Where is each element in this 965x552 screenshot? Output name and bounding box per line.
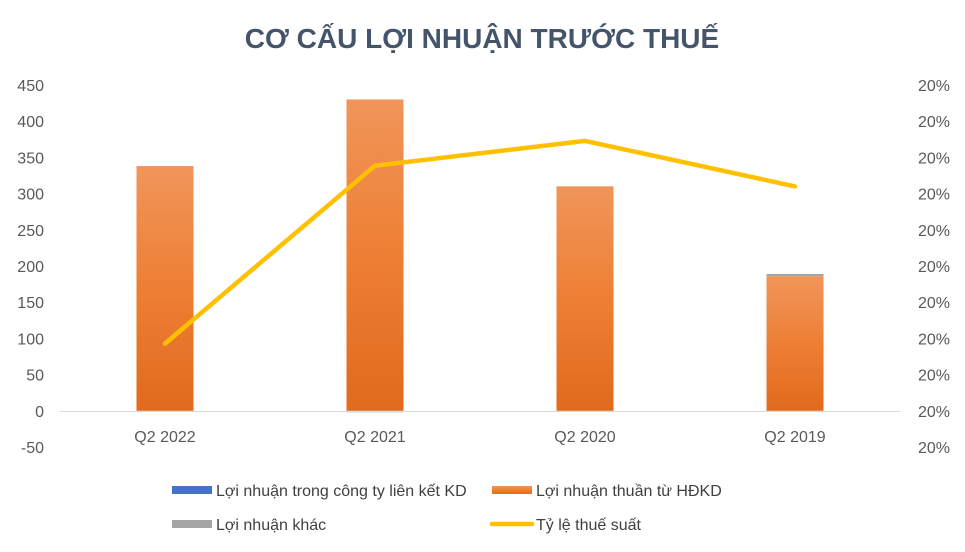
y-tick-label: 150 (17, 295, 44, 312)
y-tick-label: 450 (17, 78, 44, 95)
y-tick-label: 200 (17, 259, 44, 276)
legend-swatch-affiliate (172, 486, 212, 494)
y-tick-label: 50 (26, 368, 44, 385)
secondary-y-axis-ticks: 20% 20% 20% 20% 20% 20% 20% 20% 20% 20% 20% (918, 78, 950, 457)
bar (346, 99, 404, 411)
y2-tick-label: 20% (918, 440, 950, 457)
x-tick-label: Q2 2021 (344, 429, 405, 446)
legend-label: Lợi nhuận thuần từ HĐKD (536, 483, 722, 500)
bars (136, 99, 824, 413)
series-line-tax-rate (162, 138, 798, 346)
tax-rate-line (162, 138, 798, 346)
bar (766, 273, 824, 277)
y-tick-label: 0 (35, 404, 44, 421)
x-tick-label: Q2 2022 (134, 429, 195, 446)
y2-tick-label: 20% (918, 368, 950, 385)
y2-tick-label: 20% (918, 295, 950, 312)
y2-tick-label: 20% (918, 404, 950, 421)
y-tick-label: 400 (17, 114, 44, 131)
x-tick-label: Q2 2020 (554, 429, 615, 446)
bar (766, 276, 824, 411)
y2-tick-label: 20% (918, 331, 950, 348)
y2-tick-label: 20% (918, 223, 950, 240)
y2-tick-label: 20% (918, 150, 950, 167)
x-tick-label: Q2 2019 (764, 429, 825, 446)
bar (136, 166, 194, 411)
y-tick-label: 100 (17, 331, 44, 348)
legend: Lợi nhuận trong công ty liên kết KD Lợi n… (172, 483, 722, 534)
y-tick-label: 250 (17, 223, 44, 240)
x-axis-ticks: Q2 2022 Q2 2021 Q2 2020 Q2 2019 (134, 429, 825, 446)
y2-tick-label: 20% (918, 187, 950, 204)
y2-tick-label: 20% (918, 114, 950, 131)
y2-tick-label: 20% (918, 259, 950, 276)
chart-title: CƠ CẤU LỢI NHUẬN TRƯỚC THUẾ (245, 23, 719, 54)
legend-label: Tỷ lệ thuế suất (536, 517, 642, 534)
bar (556, 186, 614, 411)
legend-swatch-operating (492, 486, 532, 494)
legend-label: Lợi nhuận khác (216, 517, 326, 534)
y2-tick-label: 20% (918, 78, 950, 95)
y-tick-label: -50 (21, 440, 44, 457)
y-axis-ticks: 450 400 350 300 250 200 150 100 50 0 -50 (17, 78, 44, 457)
legend-label: Lợi nhuận trong công ty liên kết KD (216, 483, 467, 500)
y-tick-label: 350 (17, 150, 44, 167)
y-tick-label: 300 (17, 187, 44, 204)
legend-swatch-other (172, 520, 212, 528)
